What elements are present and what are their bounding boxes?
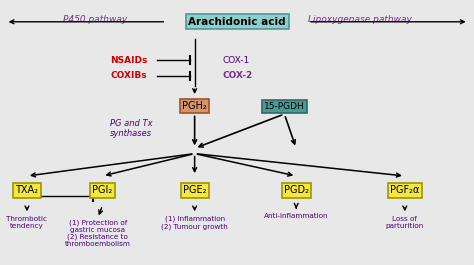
Text: PGH₂: PGH₂ bbox=[182, 101, 207, 111]
Text: TXA₂: TXA₂ bbox=[16, 186, 38, 196]
Text: Anti-inflammation: Anti-inflammation bbox=[264, 213, 328, 219]
Text: PGI₂: PGI₂ bbox=[92, 186, 113, 196]
Text: Lipoxygenase pathway: Lipoxygenase pathway bbox=[308, 15, 412, 24]
Text: COX-2: COX-2 bbox=[223, 71, 253, 80]
Text: PGE₂: PGE₂ bbox=[183, 186, 206, 196]
Text: (1) Protection of
gastric mucosa
(2) Resistance to
thromboembolism: (1) Protection of gastric mucosa (2) Res… bbox=[65, 219, 131, 248]
Text: Arachidonic acid: Arachidonic acid bbox=[188, 17, 286, 27]
Text: PG and Tx
synthases: PG and Tx synthases bbox=[109, 119, 152, 138]
Text: (1) Inflammation
(2) Tumour growth: (1) Inflammation (2) Tumour growth bbox=[161, 215, 228, 229]
Text: NSAIDs: NSAIDs bbox=[110, 55, 147, 64]
Text: Thrombotic
tendency: Thrombotic tendency bbox=[7, 215, 47, 228]
Text: 15-PGDH: 15-PGDH bbox=[264, 102, 305, 111]
Text: COXIBs: COXIBs bbox=[111, 71, 147, 80]
Text: PGD₂: PGD₂ bbox=[283, 186, 309, 196]
Text: P450 pathway: P450 pathway bbox=[64, 15, 128, 24]
Text: Loss of
parturition: Loss of parturition bbox=[386, 215, 424, 228]
Text: COX-1: COX-1 bbox=[223, 55, 250, 64]
Text: PGF₂α: PGF₂α bbox=[390, 186, 419, 196]
